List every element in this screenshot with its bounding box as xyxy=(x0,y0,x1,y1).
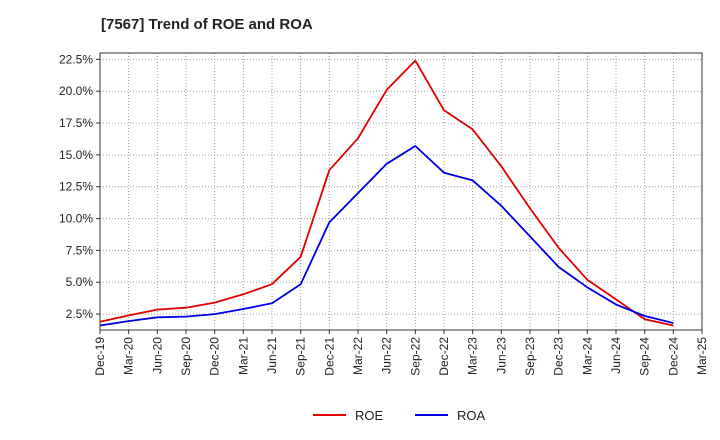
x-tick-label: Mar-21 xyxy=(236,337,250,375)
x-tick-label: Mar-23 xyxy=(466,337,480,375)
y-tick-label: 15.0% xyxy=(59,148,93,162)
x-tick-label: Dec-21 xyxy=(322,337,336,376)
plot-area xyxy=(100,53,702,330)
y-tick-label: 7.5% xyxy=(66,243,94,257)
x-tick-label: Jun-24 xyxy=(609,337,623,374)
x-tick-label: Jun-23 xyxy=(494,337,508,374)
y-tick-label: 12.5% xyxy=(59,180,93,194)
x-axis: Dec-19 Mar-20 Jun-20 Sep-20 Dec-20 Mar-21 Jun-… xyxy=(93,330,709,376)
x-tick-label: Dec-24 xyxy=(666,337,680,376)
series-line-roa xyxy=(99,145,674,327)
x-tick-label: Sep-24 xyxy=(638,337,652,376)
y-tick-label: 2.5% xyxy=(66,307,94,321)
legend: ROE ROA xyxy=(313,408,486,423)
x-tick-label: Jun-21 xyxy=(265,337,279,374)
x-tick-label: Dec-19 xyxy=(93,337,107,376)
y-tick-label: 10.0% xyxy=(59,212,93,226)
chart-title: [7567] Trend of ROE and ROA xyxy=(101,16,313,33)
plot-border xyxy=(99,52,703,331)
x-tick-label: Mar-25 xyxy=(695,337,709,375)
y-tick-label: 20.0% xyxy=(59,84,93,98)
x-tick-label: Jun-22 xyxy=(380,337,394,374)
plot-background xyxy=(100,53,702,330)
y-axis: 2.5% 5.0% 7.5% 10.0% 12.5% 15.0% 17.5% 20.0% 22.… xyxy=(59,52,100,321)
x-tick-label: Mar-20 xyxy=(122,337,136,375)
legend-label-roa: ROA xyxy=(457,408,486,423)
grid-lines xyxy=(99,52,703,331)
legend-label-roe: ROE xyxy=(355,408,384,423)
x-tick-label: Sep-21 xyxy=(294,337,308,376)
y-tick-label: 17.5% xyxy=(59,116,93,130)
series-lines xyxy=(99,59,674,327)
x-tick-label: Sep-22 xyxy=(408,337,422,376)
y-tick-label: 22.5% xyxy=(59,52,93,66)
x-tick-label: Dec-23 xyxy=(552,337,566,376)
x-tick-label: Mar-24 xyxy=(580,337,594,375)
x-tick-label: Dec-22 xyxy=(437,337,451,376)
series-line-roe xyxy=(99,59,674,327)
x-tick-label: Sep-20 xyxy=(179,337,193,376)
x-tick-label: Mar-22 xyxy=(351,337,365,375)
x-tick-label: Jun-20 xyxy=(150,337,164,374)
y-tick-label: 5.0% xyxy=(66,275,94,289)
x-tick-label: Sep-23 xyxy=(523,337,537,376)
x-tick-label: Dec-20 xyxy=(208,337,222,376)
